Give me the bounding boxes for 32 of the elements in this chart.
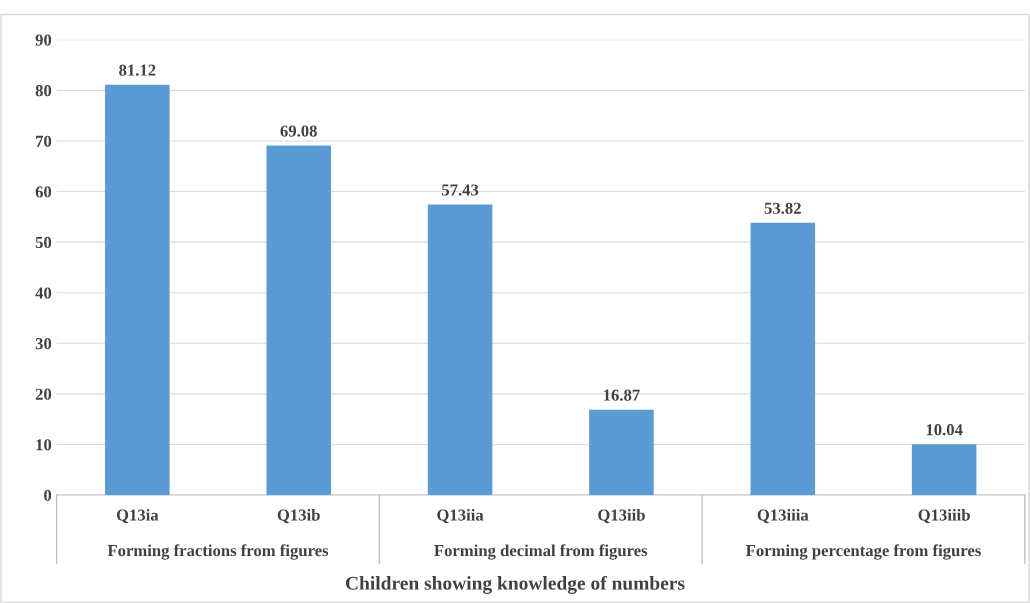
data-label: 57.43 — [441, 184, 479, 196]
text: Forming decimal from figures — [434, 544, 648, 560]
bar — [427, 204, 493, 496]
bar — [266, 145, 331, 496]
y-tick-label: 80 — [35, 85, 52, 97]
y-tick-label: 70 — [36, 135, 52, 147]
text: Forming percentage from figures — [745, 544, 981, 560]
x-axis-title: Children showing knowledge of numbers — [345, 575, 685, 594]
y-tick-label: 10 — [36, 439, 52, 451]
bar — [750, 222, 816, 496]
y-tick-label: 60 — [35, 186, 52, 198]
data-label: 10.04 — [926, 424, 963, 436]
bar — [911, 444, 977, 496]
y-tick-label: 50 — [35, 236, 52, 249]
x-tick-label: Q13iiib — [918, 508, 970, 524]
bar — [105, 84, 170, 496]
y-tick-label: 20 — [35, 388, 52, 400]
data-label: 16.87 — [604, 389, 640, 401]
bar — [589, 409, 654, 496]
y-tick-label: 90 — [35, 34, 52, 46]
x-tick-label: Q13iiia — [757, 508, 809, 524]
x-tick-label: Q13ia — [116, 508, 159, 524]
data-label: 69.08 — [280, 125, 317, 137]
x-tick-label: Q13iia — [437, 508, 484, 524]
y-tick-label: 30 — [35, 338, 52, 350]
y-tick-label: 40 — [35, 287, 52, 299]
data-label: 81.12 — [119, 64, 156, 76]
y-tick-label: 0 — [44, 489, 52, 502]
x-tick-label: Q13iib — [598, 508, 645, 524]
data-label: 53.82 — [764, 202, 801, 214]
text: Forming fractions from figures — [107, 544, 329, 560]
x-tick-label: Q13ib — [277, 508, 320, 524]
